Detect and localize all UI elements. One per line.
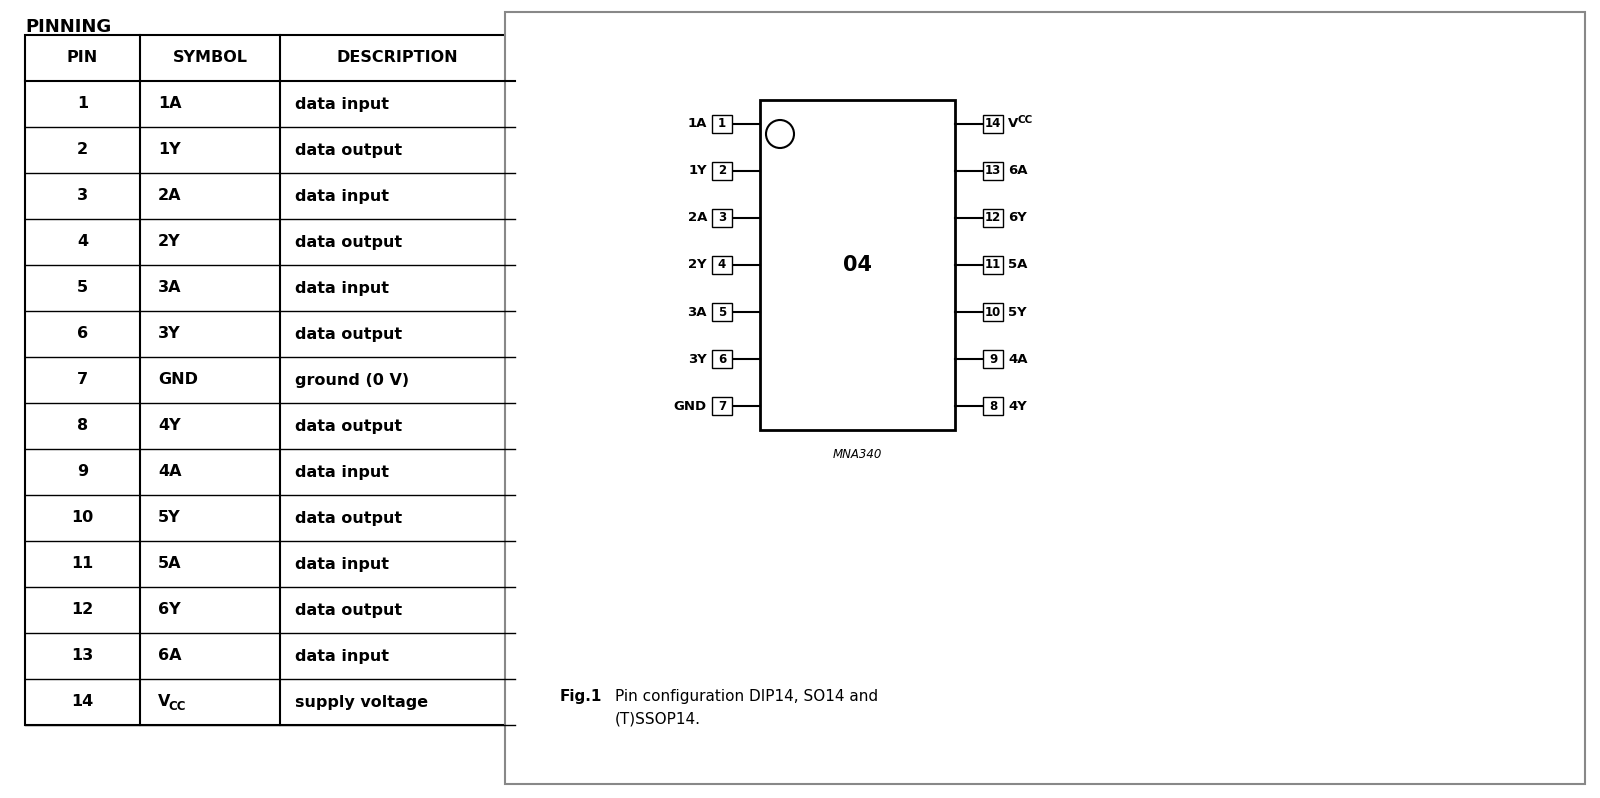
Bar — [760, 100, 955, 430]
Text: data output: data output — [294, 235, 402, 250]
Text: data input: data input — [294, 649, 389, 663]
Text: (T)SSOP14.: (T)SSOP14. — [614, 711, 701, 726]
Text: 6: 6 — [718, 353, 726, 365]
Text: 3: 3 — [77, 188, 88, 203]
Bar — [26, 35, 515, 725]
Text: 11: 11 — [986, 259, 1002, 271]
Text: SYMBOL: SYMBOL — [173, 50, 248, 65]
Text: supply voltage: supply voltage — [294, 694, 429, 709]
Text: 10: 10 — [72, 511, 94, 526]
Text: data input: data input — [294, 556, 389, 571]
Text: 7: 7 — [77, 373, 88, 388]
Text: 4A: 4A — [1008, 353, 1027, 365]
Text: 1Y: 1Y — [688, 164, 707, 177]
Text: 2Y: 2Y — [688, 259, 707, 271]
Text: GND: GND — [674, 400, 707, 413]
Text: data output: data output — [294, 511, 402, 526]
Bar — [982, 397, 1003, 416]
Bar — [982, 162, 1003, 180]
Text: 13: 13 — [986, 164, 1002, 177]
Bar — [712, 397, 733, 416]
Text: PINNING: PINNING — [26, 18, 112, 36]
Text: 3: 3 — [718, 211, 726, 224]
Text: 6A: 6A — [1008, 164, 1027, 177]
Text: 3A: 3A — [158, 281, 181, 295]
Text: 4: 4 — [718, 259, 726, 271]
Text: 10: 10 — [986, 306, 1002, 318]
Bar — [982, 209, 1003, 227]
Text: 1: 1 — [718, 117, 726, 130]
Text: 2: 2 — [77, 143, 88, 157]
Bar — [712, 115, 733, 132]
Text: 7: 7 — [718, 400, 726, 413]
Text: 8: 8 — [989, 400, 997, 413]
Text: CC: CC — [1018, 115, 1032, 124]
Text: 5Y: 5Y — [1008, 306, 1027, 318]
Text: 6: 6 — [77, 326, 88, 342]
Bar — [712, 256, 733, 274]
Text: 5Y: 5Y — [158, 511, 181, 526]
Text: 1A: 1A — [158, 97, 181, 112]
Text: 8: 8 — [77, 418, 88, 433]
Text: 5A: 5A — [158, 556, 181, 571]
Text: 9: 9 — [77, 464, 88, 480]
Text: 14: 14 — [986, 117, 1002, 130]
Text: 4A: 4A — [158, 464, 181, 480]
Text: PIN: PIN — [67, 50, 98, 65]
Text: data output: data output — [294, 418, 402, 433]
Text: 3A: 3A — [688, 306, 707, 318]
Bar — [712, 209, 733, 227]
Text: 6A: 6A — [158, 649, 181, 663]
Text: 2A: 2A — [158, 188, 181, 203]
Text: 5A: 5A — [1008, 259, 1027, 271]
Text: 4: 4 — [77, 235, 88, 250]
Text: 2A: 2A — [688, 211, 707, 224]
Text: 3Y: 3Y — [158, 326, 181, 342]
Text: data input: data input — [294, 97, 389, 112]
Text: data output: data output — [294, 143, 402, 157]
Text: data output: data output — [294, 602, 402, 618]
Text: 4Y: 4Y — [1008, 400, 1027, 413]
Text: 3Y: 3Y — [688, 353, 707, 365]
Text: 4Y: 4Y — [158, 418, 181, 433]
Text: MNA340: MNA340 — [834, 448, 882, 461]
Text: 11: 11 — [72, 556, 94, 571]
Text: 5: 5 — [77, 281, 88, 295]
Bar — [982, 256, 1003, 274]
Bar — [982, 303, 1003, 321]
Bar — [712, 303, 733, 321]
Text: 5: 5 — [718, 306, 726, 318]
Text: GND: GND — [158, 373, 198, 388]
Text: 6Y: 6Y — [158, 602, 181, 618]
Text: Fig.1: Fig.1 — [560, 689, 602, 704]
Text: 13: 13 — [72, 649, 94, 663]
Text: 2Y: 2Y — [158, 235, 181, 250]
Bar — [712, 162, 733, 180]
Bar — [982, 350, 1003, 369]
Text: 12: 12 — [986, 211, 1002, 224]
Text: data input: data input — [294, 281, 389, 295]
Text: Pin configuration DIP14, SO14 and: Pin configuration DIP14, SO14 and — [614, 689, 878, 704]
Text: 2: 2 — [718, 164, 726, 177]
Text: 14: 14 — [72, 694, 94, 709]
Text: 04: 04 — [843, 255, 872, 275]
Text: 1: 1 — [77, 97, 88, 112]
Bar — [712, 350, 733, 369]
Bar — [506, 12, 1586, 784]
Text: 1A: 1A — [688, 117, 707, 130]
Text: V: V — [158, 694, 170, 709]
Text: data input: data input — [294, 464, 389, 480]
Text: DESCRIPTION: DESCRIPTION — [336, 50, 458, 65]
Text: CC: CC — [168, 700, 186, 713]
Circle shape — [766, 120, 794, 148]
Bar — [982, 115, 1003, 132]
Text: 6Y: 6Y — [1008, 211, 1027, 224]
Text: 1Y: 1Y — [158, 143, 181, 157]
Text: 9: 9 — [989, 353, 997, 365]
Text: data output: data output — [294, 326, 402, 342]
Text: ground (0 V): ground (0 V) — [294, 373, 410, 388]
Text: V: V — [1008, 117, 1018, 130]
Text: 12: 12 — [72, 602, 94, 618]
Text: data input: data input — [294, 188, 389, 203]
